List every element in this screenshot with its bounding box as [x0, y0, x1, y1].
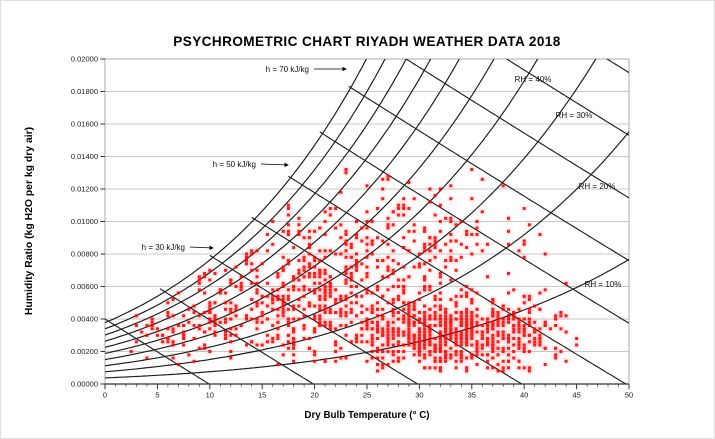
y-tick-label: 0.00400: [71, 315, 98, 324]
rh40-label: RH = 40%: [515, 75, 552, 84]
rh-curve-80: [105, 59, 407, 336]
y-axis-title: Humidity Ratio (kg H2O per kg dry air): [24, 127, 35, 315]
chart-title: PSYCHROMETRIC CHART RIYADH WEATHER DATA …: [173, 34, 560, 49]
rh-curve-40: [105, 59, 539, 361]
x-tick-label: 25: [363, 391, 371, 400]
rh-curve-90: [105, 59, 386, 330]
axes: 0 5 10 15 20 25 30 35 40 45 50 0.00000 0.00200 0.0040…: [71, 55, 633, 400]
rh-curve-30: [105, 59, 597, 367]
enthalpy-line-60: [319, 131, 629, 324]
h70-label: h = 70 kJ/kg: [266, 65, 309, 74]
y-tick-label: 0.02000: [71, 55, 98, 64]
h30-label: h = 30 kJ/kg: [142, 243, 185, 252]
annotation-arrow: [189, 245, 214, 251]
x-tick-label: 10: [206, 391, 214, 400]
enthalpy-line-90: [505, 59, 629, 136]
x-tick-label: 20: [310, 391, 318, 400]
y-tick-label: 0.01400: [71, 152, 98, 161]
enthalpy-line-40: [251, 216, 523, 384]
x-tick-label: 35: [468, 391, 476, 400]
rh-curve-70: [105, 59, 432, 342]
y-tick-label: 0.00800: [71, 250, 98, 259]
y-tick-label: 0.01000: [71, 217, 98, 226]
rh-curve-50: [105, 59, 495, 354]
rh10-label: RH = 10%: [585, 280, 622, 289]
y-tick-label: 0.01600: [71, 120, 98, 129]
enthalpy-line-70: [348, 85, 629, 262]
h50-label: h = 50 kJ/kg: [213, 160, 256, 169]
x-tick-label: 30: [415, 391, 423, 400]
x-tick-label: 5: [155, 391, 159, 400]
enthalpy-line-10: [105, 318, 211, 384]
x-tick-label: 45: [572, 391, 580, 400]
y-tick-label: 0.00000: [71, 380, 98, 389]
enthalpy-line-80: [405, 59, 629, 199]
x-tick-label: 50: [625, 391, 633, 400]
rh-curve-100: [105, 59, 368, 324]
y-tick-label: 0.00200: [71, 347, 98, 356]
x-tick-label: 15: [258, 391, 266, 400]
x-tick-label: 0: [103, 391, 107, 400]
enthalpy-line-100: [605, 59, 629, 74]
y-tick-label: 0.01800: [71, 87, 98, 96]
y-tick-label: 0.01200: [71, 185, 98, 194]
annotation-arrow: [260, 162, 289, 168]
y-tick-label: 0.00600: [71, 282, 98, 291]
x-axis-title: Dry Bulb Temperature (° C): [304, 410, 429, 421]
x-tick-label: 40: [520, 391, 528, 400]
rh30-label: RH = 30%: [556, 111, 593, 120]
enthalpy-line-50: [288, 175, 627, 384]
enthalpy-line-20: [159, 288, 315, 384]
annotations: h = 70 kJ/kg h = 50 kJ/kg h = 30 kJ/kg R…: [142, 65, 622, 289]
rh20-label: RH = 20%: [579, 182, 616, 191]
